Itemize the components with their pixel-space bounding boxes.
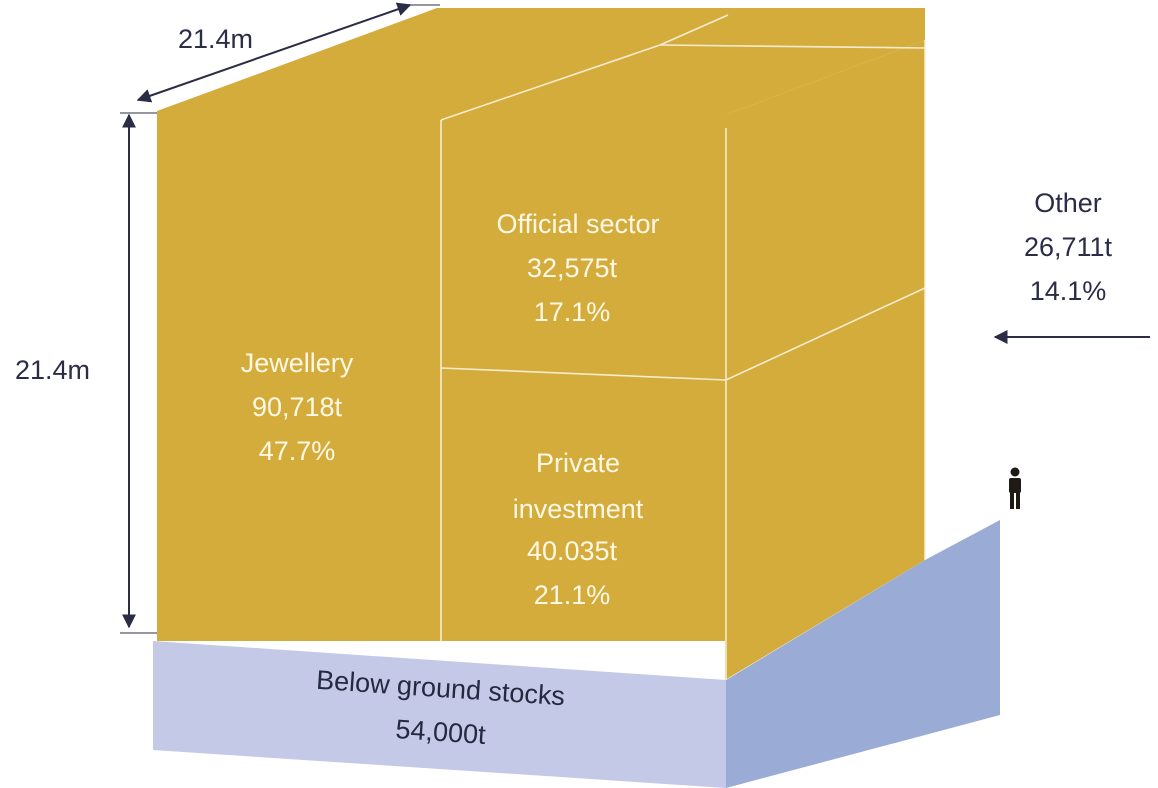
official-sector-segment-label: Official sector 32,575t 17.1% xyxy=(496,209,659,327)
private-investment-name-line2: investment xyxy=(513,494,644,524)
other-share: 14.1% xyxy=(1030,276,1107,306)
private-investment-tonnes: 40.035t xyxy=(527,536,618,566)
person-icon xyxy=(1009,467,1021,509)
other-name: Other xyxy=(1034,188,1102,218)
other-segment-label: Other 26,711t 14.1% xyxy=(1024,188,1113,306)
official-sector-tonnes: 32,575t xyxy=(527,253,618,283)
height-dimension-label: 21.4m xyxy=(15,355,90,385)
depth-dimension-arrow xyxy=(136,2,412,103)
stock-front-face xyxy=(153,641,726,788)
cube-right-face xyxy=(725,40,925,680)
official-sector-share: 17.1% xyxy=(534,297,611,327)
official-sector-name: Official sector xyxy=(496,209,659,239)
jewellery-name: Jewellery xyxy=(241,348,354,378)
segment-lines xyxy=(440,14,926,680)
private-investment-name-line1: Private xyxy=(536,448,620,478)
jewellery-tonnes: 90,718t xyxy=(252,392,343,422)
private-investment-segment-label: Private investment 40.035t 21.1% xyxy=(513,448,644,610)
jewellery-segment-label: Jewellery 90,718t 47.7% xyxy=(241,348,354,466)
other-tonnes: 26,711t xyxy=(1024,232,1113,262)
depth-dimension-label: 21.4m xyxy=(178,24,253,54)
below-ground-stocks-tonnes: 54,000t xyxy=(395,714,487,750)
stock-side-face xyxy=(726,520,1000,788)
jewellery-share: 47.7% xyxy=(259,436,336,466)
private-investment-share: 21.1% xyxy=(534,580,611,610)
